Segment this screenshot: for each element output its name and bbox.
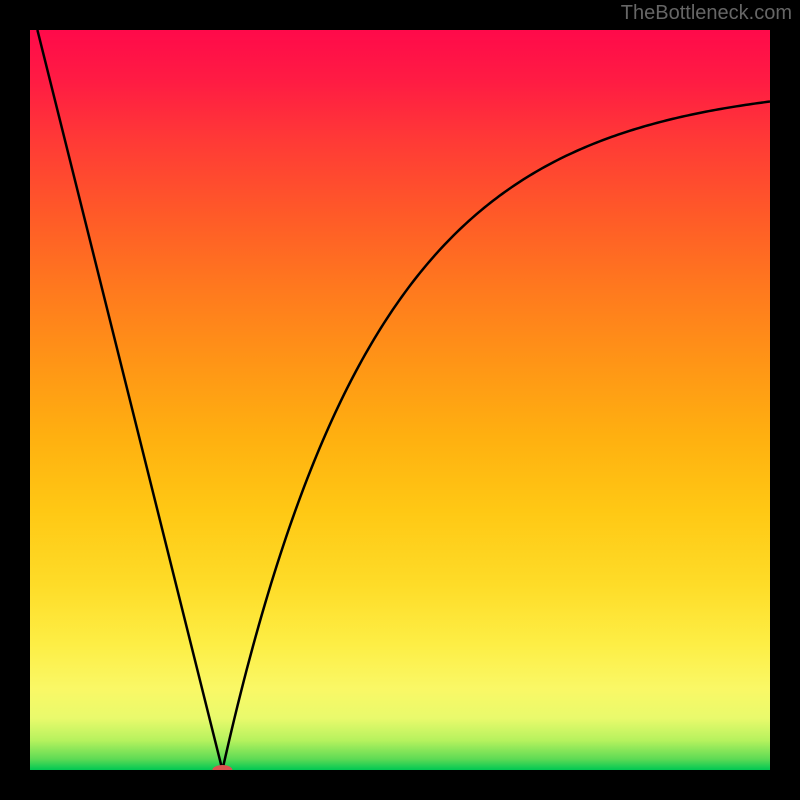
chart-container: TheBottleneck.com <box>0 0 800 800</box>
chart-svg <box>0 0 800 800</box>
plot-background-gradient <box>30 30 770 770</box>
attribution-label: TheBottleneck.com <box>621 2 792 25</box>
